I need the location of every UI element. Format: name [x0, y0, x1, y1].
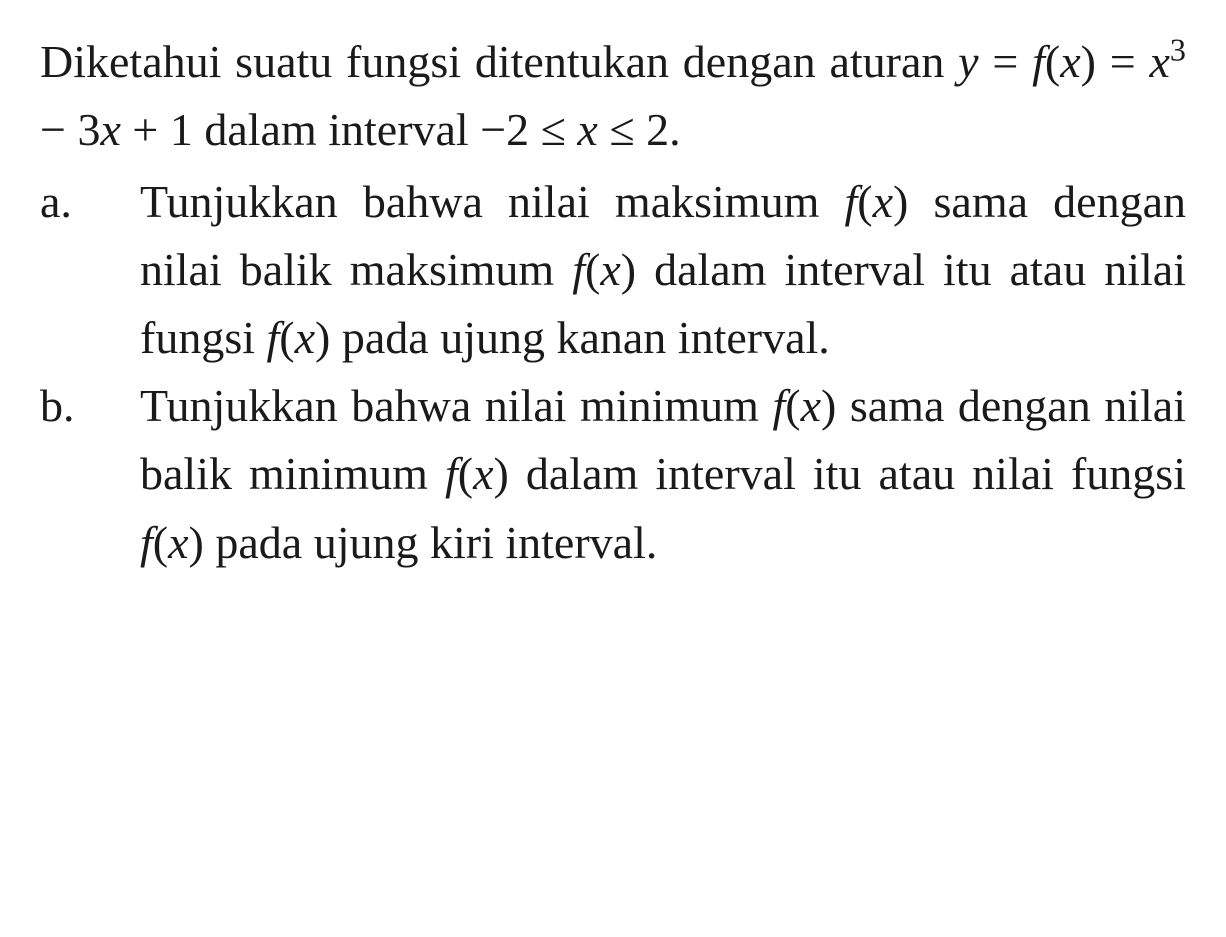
b-fx3-f: f [140, 517, 153, 568]
a-fx1-p2: ) [893, 176, 908, 227]
intro-line3-x: x [577, 104, 597, 155]
b-line4: pada ujung kiri interval. [215, 517, 657, 568]
eq-plus: + 1 [121, 104, 193, 155]
eq-minus: − 3 [40, 104, 100, 155]
a-fx2-x: x [600, 244, 620, 295]
intro-line2-suffix: dalam interval [193, 104, 469, 155]
b-fx3-p1: ( [153, 517, 168, 568]
b-fx1-p2: ) [821, 380, 836, 431]
list-item-a: a. Tunjukkan bahwa nilai maksimum f(x) s… [40, 168, 1186, 372]
b-line3: dalam interval itu atau nilai fungsi [526, 448, 1186, 499]
list-marker-b: b. [40, 372, 140, 576]
a-line4: pada ujung kanan interval. [330, 312, 829, 363]
a-fx1-p1: ( [857, 176, 872, 227]
b-fx3-x: x [168, 517, 188, 568]
a-line1: Tunjukkan bahwa nilai maksimum [140, 176, 845, 227]
a-fx3-x: x [295, 312, 315, 363]
b-fx2-p2: ) [494, 448, 509, 499]
list-container: a. Tunjukkan bahwa nilai maksimum f(x) s… [40, 168, 1186, 576]
a-fx1-f: f [845, 176, 858, 227]
a-fx1-x: x [873, 176, 893, 227]
intro-paragraph: Diketahui suatu fungsi ditentukan dengan… [40, 28, 1186, 164]
eq-exp: 3 [1170, 32, 1186, 68]
a-fx2-p1: ( [585, 244, 600, 295]
eq-eq2: = [1096, 36, 1150, 87]
a-fx2-f: f [572, 244, 585, 295]
b-fx3-p2: ) [189, 517, 204, 568]
eq-x-arg: x [1060, 36, 1080, 87]
intro-line3-neg2: −2 ≤ [480, 104, 577, 155]
a-fx2-p2: ) [621, 244, 636, 295]
list-marker-a: a. [40, 168, 140, 372]
a-fx3-p2: ) [315, 312, 330, 363]
eq-f: f [1032, 36, 1045, 87]
intro-line3-rest: ≤ 2. [598, 104, 681, 155]
b-fx2-x: x [473, 448, 493, 499]
a-fx3-f: f [267, 312, 280, 363]
list-item-b: b. Tunjukkan bahwa nilai minimum f(x) sa… [40, 372, 1186, 576]
b-fx2-p1: ( [458, 448, 473, 499]
eq-paren1: ( [1045, 36, 1060, 87]
a-fx3-p1: ( [279, 312, 294, 363]
b-fx1-f: f [772, 380, 785, 431]
eq-eq1: = [979, 36, 1033, 87]
document-content: Diketahui suatu fungsi ditentukan dengan… [40, 28, 1186, 577]
eq-x2: x [100, 104, 120, 155]
intro-line2-prefix: aturan [829, 36, 958, 87]
b-fx1-p1: ( [785, 380, 800, 431]
eq-y: y [958, 36, 978, 87]
b-line1: Tunjukkan bahwa nilai minimum [140, 380, 772, 431]
b-fx1-x: x [801, 380, 821, 431]
list-body-a: Tunjukkan bahwa nilai maksimum f(x) sama… [140, 168, 1186, 372]
eq-x: x [1149, 36, 1169, 87]
eq-paren2: ) [1081, 36, 1096, 87]
b-fx2-f: f [445, 448, 458, 499]
list-body-b: Tunjukkan bahwa nilai minimum f(x) sama … [140, 372, 1186, 576]
intro-line1: Diketahui suatu fungsi ditentukan dengan [40, 36, 816, 87]
